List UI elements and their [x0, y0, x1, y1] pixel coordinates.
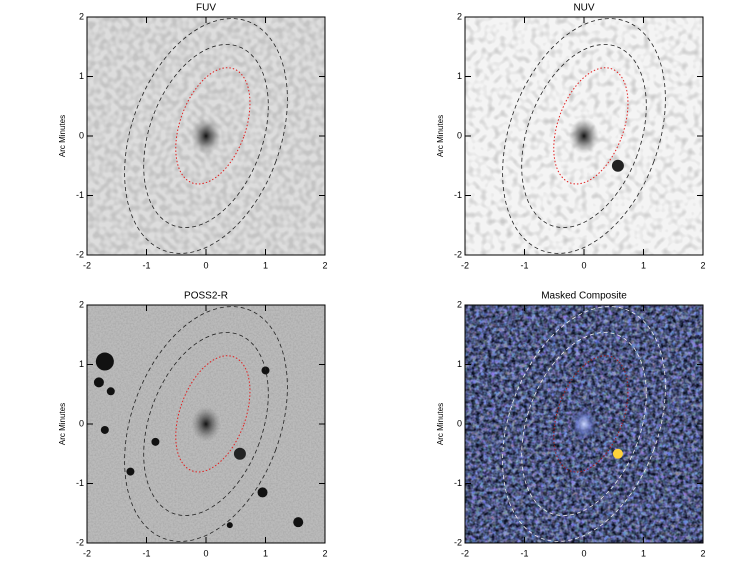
y-axis-label: Arc Minutes: [58, 403, 67, 445]
aperture-outer: [502, 306, 666, 542]
panel-title: NUV: [573, 3, 594, 14]
panel: Masked Composite Arc Minutes -2 -1 0 1 2 -2 -1 0 1…: [436, 291, 705, 559]
x-tick-label: -1: [142, 548, 150, 558]
y-tick-label: 1: [457, 359, 462, 369]
aperture-middle: [521, 44, 647, 228]
y-tick-label: 2: [457, 299, 462, 309]
aperture-inner: [175, 67, 251, 185]
y-tick-label: 0: [79, 130, 84, 140]
aperture-inner: [175, 355, 251, 473]
y-tick-label: -1: [454, 190, 462, 200]
y-tick-label: -1: [454, 478, 462, 488]
y-tick-label: -2: [76, 249, 84, 259]
aperture-middle: [143, 44, 269, 228]
y-tick-label: -2: [76, 537, 84, 547]
y-tick-label: 2: [79, 299, 84, 309]
x-tick-label: 2: [700, 548, 705, 558]
y-axis-label: Arc Minutes: [436, 403, 445, 445]
x-tick-label: 1: [641, 548, 646, 558]
x-tick-label: 0: [203, 260, 208, 270]
aperture-inner: [553, 67, 629, 185]
y-tick-label: 1: [79, 359, 84, 369]
star: [100, 425, 109, 434]
star: [257, 487, 268, 498]
star: [233, 447, 246, 460]
star: [151, 437, 160, 446]
x-tick-label: 1: [263, 548, 268, 558]
x-tick-label: -1: [520, 260, 528, 270]
y-tick-label: -2: [454, 249, 462, 259]
x-tick-label: -1: [520, 548, 528, 558]
y-tick-label: 0: [457, 418, 462, 428]
y-tick-label: 0: [457, 130, 462, 140]
aperture-middle: [521, 332, 647, 516]
panel-title: FUV: [196, 3, 216, 14]
star: [95, 352, 114, 371]
star: [126, 467, 135, 476]
x-tick-label: 0: [581, 548, 586, 558]
star: [611, 159, 624, 172]
panel: POSS2-R Arc Minutes -2 -1 0 1 2 -2 -1 0 1 2: [58, 291, 327, 559]
galaxy-core: [191, 118, 221, 154]
star: [93, 377, 104, 388]
x-tick-label: 2: [322, 548, 327, 558]
star: [226, 522, 233, 529]
x-tick-label: 1: [641, 260, 646, 270]
y-tick-label: 2: [457, 11, 462, 21]
aperture-outer: [124, 18, 288, 254]
x-tick-label: -2: [83, 260, 91, 270]
panel: FUV Arc Minutes -2 -1 0 1 2 -2 -1 0 1 2: [58, 3, 327, 271]
x-tick-label: 0: [203, 548, 208, 558]
y-tick-label: 2: [79, 11, 84, 21]
star: [612, 448, 623, 459]
star: [106, 387, 115, 396]
aperture-outer: [502, 18, 666, 254]
x-tick-label: -1: [142, 260, 150, 270]
x-tick-label: 2: [700, 260, 705, 270]
y-tick-label: 1: [457, 71, 462, 81]
aperture-outer: [124, 306, 288, 542]
aperture-inner: [553, 355, 629, 473]
galaxy-core: [569, 118, 599, 154]
y-tick-label: -2: [454, 537, 462, 547]
y-axis-label: Arc Minutes: [436, 115, 445, 157]
panel-title: POSS2-R: [184, 291, 228, 302]
x-tick-label: -2: [461, 548, 469, 558]
galaxy-core: [191, 406, 221, 442]
panel: NUV Arc Minutes -2 -1 0 1 2 -2 -1 0 1 2: [436, 3, 705, 271]
galaxy-core: [569, 406, 599, 442]
x-tick-label: -2: [461, 260, 469, 270]
panel-title: Masked Composite: [541, 291, 627, 302]
y-tick-label: 1: [79, 71, 84, 81]
y-tick-label: 0: [79, 418, 84, 428]
y-axis-label: Arc Minutes: [58, 115, 67, 157]
x-tick-label: -2: [83, 548, 91, 558]
x-tick-label: 1: [263, 260, 268, 270]
y-tick-label: -1: [76, 190, 84, 200]
x-tick-label: 0: [581, 260, 586, 270]
star: [293, 517, 304, 528]
aperture-middle: [143, 332, 269, 516]
y-tick-label: -1: [76, 478, 84, 488]
x-tick-label: 2: [322, 260, 327, 270]
